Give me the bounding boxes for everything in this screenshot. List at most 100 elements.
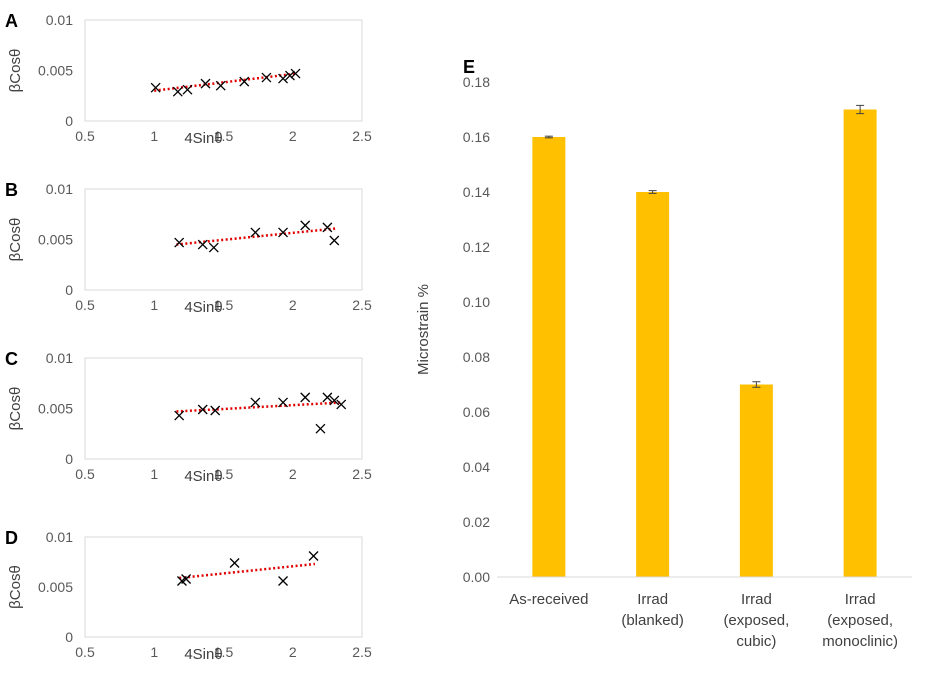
data-point	[208, 242, 219, 253]
x-tick-label: 2	[289, 128, 297, 144]
plot-frame	[84, 357, 363, 460]
y-tick-label: 0.02	[463, 514, 490, 530]
bar	[532, 137, 566, 577]
scatter-panel-b: B 0 0.005 0.01 0.5 1 1.5 2 2.5 4Sinθ βCosθ	[5, 180, 372, 316]
data-point	[150, 82, 161, 93]
data-point	[172, 86, 183, 97]
y-tick-label: 0.18	[463, 74, 490, 90]
y-tick-label: 0	[65, 282, 73, 298]
data-point	[285, 70, 295, 81]
data-point	[261, 72, 272, 83]
panel-letter: D	[5, 528, 18, 548]
panel-letter: A	[5, 11, 18, 31]
x-tick-label: 1.5	[214, 466, 234, 482]
x-tick-label: 0.5	[75, 128, 95, 144]
data-point	[336, 399, 347, 410]
category-label: Irrad	[845, 591, 876, 608]
y-tick-label: 0.01	[46, 12, 73, 28]
x-axis-title: 4Sinθ	[184, 468, 222, 485]
data-point	[210, 405, 221, 416]
data-point	[315, 423, 326, 434]
category-label: Irrad	[637, 591, 668, 608]
data-point	[250, 227, 261, 238]
x-tick-label: 0.5	[75, 466, 95, 482]
y-axis-title: βCosθ	[7, 218, 24, 262]
category-label: (exposed,	[723, 612, 789, 629]
y-tick-label: 0.01	[46, 529, 73, 545]
y-tick-label: 0	[65, 629, 73, 645]
category-label: (exposed,	[827, 612, 893, 629]
scatter-panel-c: C 0 0.005 0.01 0.5 1 1.5 2 2.5 4Sinθ βCosθ	[5, 349, 372, 485]
y-tick-label: 0.06	[463, 404, 490, 420]
data-point	[250, 397, 261, 408]
x-axis-title: 4Sinθ	[184, 130, 222, 147]
x-tick-label: 1	[150, 644, 158, 660]
x-tick-label: 1.5	[214, 297, 234, 313]
y-tick-label: 0	[65, 113, 73, 129]
y-tick-label: 0.16	[463, 129, 490, 145]
data-point	[197, 404, 208, 415]
y-tick-label: 0.005	[38, 63, 73, 79]
bar	[636, 192, 670, 577]
category-label: As-received	[509, 591, 588, 608]
x-tick-label: 1	[150, 466, 158, 482]
trendline	[154, 72, 298, 92]
y-axis-title: βCosθ	[7, 565, 24, 609]
x-tick-label: 2	[289, 466, 297, 482]
x-tick-label: 2	[289, 297, 297, 313]
data-point	[308, 551, 319, 561]
data-point	[200, 78, 211, 89]
data-point	[278, 576, 289, 586]
data-point	[329, 395, 340, 406]
y-tick-label: 0.12	[463, 239, 490, 255]
x-tick-label: 2	[289, 644, 297, 660]
x-tick-label: 2.5	[352, 297, 372, 313]
data-point	[197, 239, 208, 250]
category-label: cubic)	[736, 633, 776, 650]
data-point	[300, 220, 311, 231]
y-axis-title: Microstrain %	[415, 284, 432, 375]
bar-panel-e: E 0.00 0.02 0.04 0.06 0.08 0.10 0.12 0.14 0.16 0.1…	[415, 57, 912, 650]
y-tick-label: 0.01	[46, 181, 73, 197]
scatter-panel-a: A 0 0.005 0.01 0.5 1 1.5 2 2.5 4Sinθ βCosθ	[5, 11, 372, 147]
x-tick-label: 1.5	[214, 644, 234, 660]
y-tick-label: 0.005	[38, 579, 73, 595]
x-tick-label: 0.5	[75, 297, 95, 313]
y-tick-label: 0.005	[38, 232, 73, 248]
y-tick-label: 0.005	[38, 401, 73, 417]
category-label: Irrad	[741, 591, 772, 608]
y-tick-label: 0.04	[463, 459, 490, 475]
data-point	[329, 235, 340, 246]
x-tick-label: 0.5	[75, 644, 95, 660]
plot-frame	[84, 19, 363, 122]
y-tick-label: 0	[65, 451, 73, 467]
data-point	[181, 574, 192, 584]
panel-letter: B	[5, 180, 18, 200]
x-tick-label: 2.5	[352, 128, 372, 144]
x-tick-label: 1	[150, 128, 158, 144]
data-point	[322, 222, 333, 233]
y-tick-label: 0.00	[463, 569, 490, 585]
y-tick-label: 0.14	[463, 184, 490, 200]
category-label: monoclinic)	[822, 633, 898, 650]
scatter-panel-d: D 0 0.005 0.01 0.5 1 1.5 2 2.5 4Sinθ βCosθ	[5, 528, 372, 663]
x-tick-label: 1.5	[214, 128, 234, 144]
plot-frame	[84, 536, 363, 638]
x-tick-label: 1	[150, 297, 158, 313]
data-point	[322, 392, 333, 403]
data-point	[174, 410, 185, 421]
data-point	[182, 84, 193, 95]
y-axis-title: βCosθ	[7, 387, 24, 431]
bar	[739, 384, 773, 577]
data-point	[239, 76, 250, 87]
data-point	[278, 227, 289, 238]
y-tick-label: 0.01	[46, 350, 73, 366]
trendline	[179, 562, 316, 580]
plot-frame	[84, 188, 363, 291]
data-point	[278, 73, 289, 84]
data-point	[174, 237, 185, 248]
x-axis-title: 4Sinθ	[184, 646, 222, 663]
category-label: (blanked)	[621, 612, 684, 629]
y-tick-label: 0.10	[463, 294, 490, 310]
